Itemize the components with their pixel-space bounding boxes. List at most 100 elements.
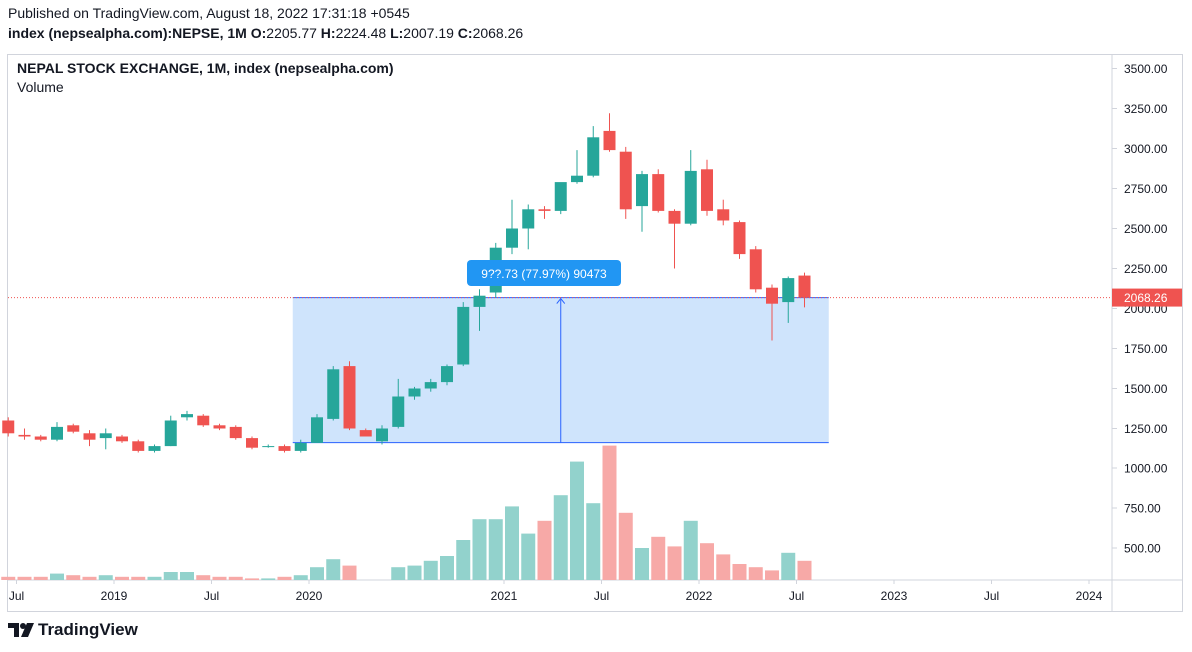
candle-body: [554, 182, 567, 211]
open-label: O:: [250, 25, 267, 41]
volume-bar: [277, 576, 292, 580]
volume-bar: [505, 506, 519, 580]
volume-bar: [326, 559, 341, 580]
volume-bar: [196, 575, 211, 580]
volume-bar: [716, 554, 731, 580]
candle-body: [782, 278, 795, 303]
footer-brand-label: TradingView: [38, 620, 138, 639]
candle-body: [83, 433, 96, 440]
x-tick-label: Jul: [789, 589, 804, 603]
volume-bar: [228, 576, 243, 580]
low-value: 2007.19: [403, 25, 454, 41]
volume-bar: [602, 445, 617, 580]
symbol-label: index (nepsealpha.com):NEPSE, 1M: [8, 25, 247, 41]
last-price-tag: [1112, 288, 1182, 307]
volume-bar: [98, 575, 113, 580]
candle-body: [294, 442, 307, 451]
volume-bar: [423, 560, 438, 580]
x-tick-label: 2023: [881, 589, 908, 603]
volume-bar: [82, 576, 97, 580]
volume-bar: [651, 536, 666, 580]
candle-body: [717, 209, 730, 221]
volume-bar: [732, 564, 747, 580]
volume-bar: [440, 556, 454, 580]
candle-body: [798, 275, 811, 298]
y-tick-label: 2250.00: [1124, 262, 1168, 276]
x-tick-label: Jul: [204, 589, 219, 603]
y-tick-label: 750.00: [1124, 502, 1161, 516]
volume-bar: [700, 543, 714, 580]
volume-bar: [537, 520, 552, 580]
volume-bar: [586, 503, 601, 580]
open-value: 2205.77: [266, 25, 317, 41]
candle-body: [164, 420, 177, 447]
candle-body: [636, 174, 648, 207]
footer-brand[interactable]: TradingView: [8, 620, 138, 640]
candle-body: [181, 414, 193, 418]
volume-bar: [488, 519, 503, 580]
volume-bar: [407, 565, 422, 580]
x-tick-label: Jul: [9, 589, 24, 603]
close-value: 2068.26: [472, 25, 524, 41]
y-tick-label: 1250.00: [1124, 422, 1168, 436]
volume-bar: [50, 573, 64, 580]
candle-body: [733, 222, 746, 255]
x-tick-label: 2022: [686, 589, 713, 603]
volume-bar: [553, 495, 568, 580]
y-tick-label: 1750.00: [1124, 342, 1168, 356]
candle-body: [2, 420, 15, 434]
volume-bar: [163, 572, 178, 580]
candle-body: [441, 366, 453, 383]
volume-bar: [293, 575, 308, 580]
y-tick-label: 3000.00: [1124, 142, 1168, 156]
volume-bar: [180, 572, 194, 580]
high-value: 2224.48: [335, 25, 387, 41]
x-tick-label: 2020: [296, 589, 323, 603]
tradingview-logo-icon: [8, 623, 34, 637]
candle-body: [18, 434, 31, 437]
volume-bar: [570, 461, 584, 580]
volume-bar: [683, 520, 698, 580]
x-tick-label: 2021: [491, 589, 518, 603]
chart-subtitle: Volume: [17, 79, 64, 95]
candle-body: [603, 130, 616, 151]
volume-bar: [17, 576, 32, 580]
y-tick-label: 1500.00: [1124, 382, 1168, 396]
candle-body: [571, 175, 583, 183]
candle-body: [668, 210, 681, 224]
candle-body: [408, 388, 421, 397]
candle-body: [99, 433, 112, 439]
y-tick-label: 3250.00: [1124, 102, 1168, 116]
candle-body: [343, 366, 356, 429]
chart-frame: [7, 54, 1183, 612]
volume-bar: [115, 576, 129, 580]
candle-body: [148, 446, 161, 451]
candle-body: [473, 295, 486, 307]
volume-bar: [245, 578, 259, 580]
volume-bar: [472, 519, 487, 580]
candle-body: [749, 249, 762, 290]
candle-body: [213, 425, 226, 429]
measure-label-bg: [467, 260, 621, 286]
volume-bar: [261, 578, 276, 580]
candle-body: [132, 441, 145, 451]
y-tick-label: 2750.00: [1124, 182, 1168, 196]
volume-bar: [342, 565, 357, 580]
candle-body: [538, 209, 551, 211]
y-tick-label: 3500.00: [1124, 62, 1168, 76]
y-tick-label: 1000.00: [1124, 462, 1168, 476]
candle-body: [359, 430, 372, 437]
candle-body: [311, 417, 323, 443]
volume-bar: [66, 575, 81, 580]
measure-label: 9??.73 (77.97%) 90473: [481, 267, 607, 281]
high-label: H:: [320, 25, 336, 41]
candle-body: [116, 436, 128, 442]
volume-bar: [797, 560, 812, 580]
candle-body: [327, 369, 340, 419]
candle-body: [522, 209, 535, 229]
candle-body: [197, 415, 210, 426]
candle-body: [229, 426, 242, 439]
volume-bar: [33, 576, 48, 580]
candle-body: [619, 151, 632, 210]
